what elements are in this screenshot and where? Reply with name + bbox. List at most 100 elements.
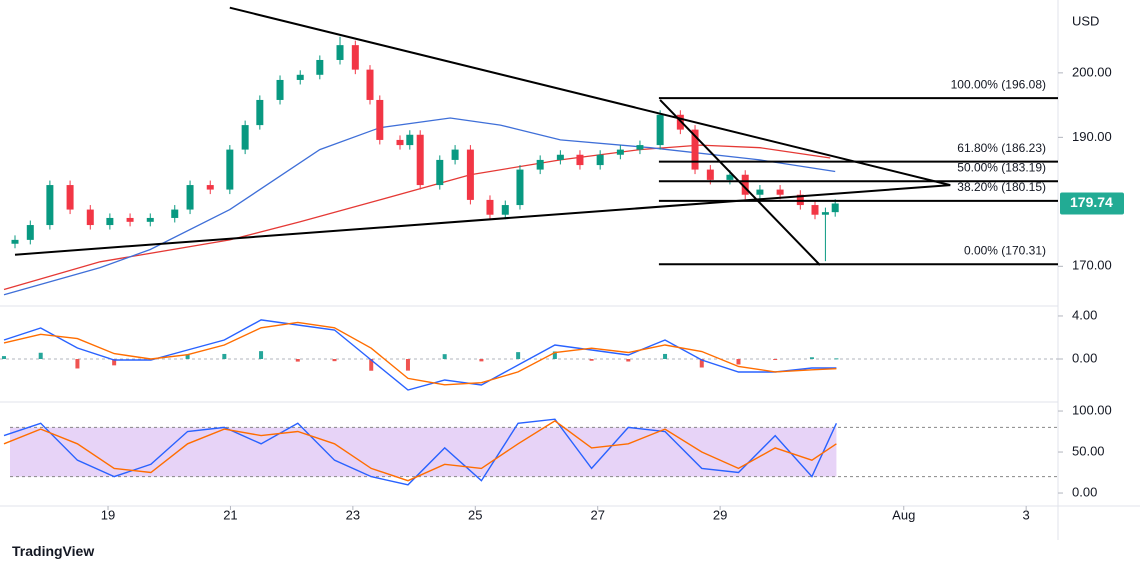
candle-body [741, 174, 749, 195]
candle-body [66, 185, 74, 210]
fib-label: 38.20% (180.15) [957, 180, 1046, 194]
candle-body [616, 149, 624, 155]
candle-body [46, 185, 54, 226]
trend-line [14, 184, 951, 256]
x-tick-label: 3 [1023, 507, 1030, 522]
y-tick-label: 4.00 [1072, 307, 1097, 322]
candle-body [396, 139, 404, 146]
candle-body [86, 209, 94, 226]
candle-body [11, 239, 19, 244]
fib-label: 0.00% (170.31) [964, 243, 1046, 257]
candle-body [516, 169, 524, 206]
x-tick-label: 25 [468, 507, 482, 522]
histogram-bar [295, 359, 300, 362]
y-tick-label: 170.00 [1072, 258, 1112, 273]
y-tick-label: 0.00 [1072, 350, 1097, 365]
candle-body [366, 69, 374, 100]
histogram-bar [222, 353, 227, 360]
macd-line [3, 321, 837, 386]
histogram-bar [626, 359, 631, 362]
histogram-bar [663, 353, 668, 360]
x-tick-label: 29 [713, 507, 727, 522]
y-tick-label: 50.00 [1072, 443, 1105, 458]
candle-body [811, 205, 819, 215]
candle-body [756, 189, 764, 195]
candle-body [351, 45, 359, 70]
histogram-bar [112, 359, 117, 366]
macd-line [3, 319, 837, 391]
histogram-bar [736, 359, 741, 365]
fib-label: 61.80% (186.23) [957, 141, 1046, 155]
y-tick-label: 190.00 [1072, 129, 1112, 144]
rsi-line [3, 420, 837, 482]
moving-average [3, 117, 836, 296]
candle-body [276, 79, 284, 100]
candle-body [316, 59, 324, 75]
histogram-bar [369, 359, 374, 371]
x-tick-label: 21 [223, 507, 237, 522]
histogram-bar [773, 359, 778, 361]
candle-body [656, 114, 664, 146]
candle-body [451, 149, 459, 160]
histogram-bar [516, 352, 521, 360]
rsi-line [3, 418, 838, 486]
candle-body [501, 205, 509, 215]
y-tick-label: 100.00 [1072, 402, 1112, 417]
candle-body [466, 149, 474, 200]
trend-line [229, 6, 951, 187]
trend-line [659, 99, 821, 266]
last-price-label: 179.74 [1070, 194, 1113, 210]
candle-body [691, 129, 699, 170]
candle-body [26, 225, 34, 240]
brand: TradingView [12, 543, 95, 559]
candle-body [416, 134, 424, 186]
last-price-box [1060, 192, 1124, 215]
candle-body [256, 99, 264, 126]
x-tick-label: 19 [101, 507, 115, 522]
histogram-bar [442, 354, 447, 360]
fib-label: 100.00% (196.08) [951, 77, 1046, 91]
histogram-bar [75, 359, 80, 369]
currency: USD [1072, 13, 1099, 28]
histogram-bar [589, 359, 594, 361]
histogram-bar [1, 356, 6, 360]
candle-body [576, 154, 584, 166]
candle-body [821, 212, 829, 215]
histogram-bar [479, 359, 484, 362]
candle-body [146, 217, 154, 222]
candle-body [106, 217, 114, 226]
candle-body [241, 125, 249, 150]
y-tick-label: 200.00 [1072, 64, 1112, 79]
candle-body [336, 45, 344, 60]
histogram-bar [405, 359, 410, 371]
candle-body [171, 209, 179, 218]
x-tick-label: 23 [346, 507, 360, 522]
candle-body [636, 145, 644, 150]
histogram-bar [699, 359, 704, 368]
chart: USD 200.00 190.00 170.00 19 21 23 25 27 29 Aug 3 10… [0, 0, 1140, 540]
candle-body [706, 169, 714, 180]
histogram-bar [834, 358, 839, 360]
candle-body [596, 154, 604, 166]
candle-body [226, 149, 234, 190]
candle-body [406, 134, 414, 146]
candle-body [776, 189, 784, 195]
candle-body [726, 174, 734, 180]
histogram-bar [259, 351, 264, 360]
histogram-bar [809, 357, 814, 360]
y-tick-label: 0.00 [1072, 484, 1097, 499]
band [10, 427, 837, 477]
histogram-bar [552, 351, 557, 360]
candle-body [831, 203, 839, 213]
x-tick-label: Aug [892, 507, 915, 522]
histogram-bar [185, 354, 190, 360]
histogram-bar [332, 359, 337, 362]
candle-body [206, 185, 214, 190]
candle-body [186, 185, 194, 210]
candle-body [486, 199, 494, 215]
histogram-bar [38, 352, 43, 360]
candle-body [376, 99, 384, 140]
candle-body [126, 217, 134, 222]
candle-body [556, 154, 564, 160]
